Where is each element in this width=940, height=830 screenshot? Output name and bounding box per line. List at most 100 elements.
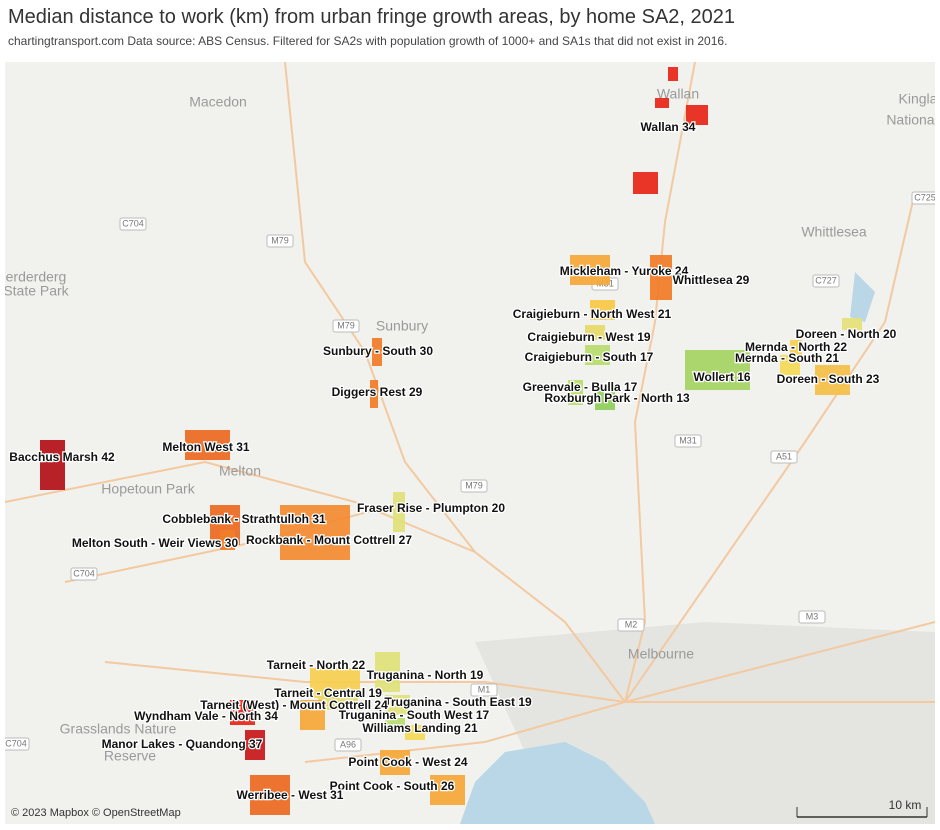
sa2-area: [300, 700, 325, 730]
place-label: Melton: [219, 463, 261, 479]
sa2-label: Tarneit - Central 19: [274, 686, 382, 700]
road-label: M79: [337, 320, 355, 330]
sa2-area: [393, 492, 405, 532]
road-label: M1: [478, 684, 491, 694]
sa2-label: Bacchus Marsh 42: [9, 450, 115, 464]
sa2-label: Mernda - South 21: [735, 351, 839, 365]
sa2-label: Melton West 31: [162, 440, 249, 454]
road-label: C704: [122, 218, 144, 228]
roads: [5, 62, 935, 763]
sa2-label: Wallan 34: [641, 120, 696, 134]
place-label: Grasslands Nature: [60, 721, 177, 737]
road-shield: [674, 434, 702, 448]
sa2-label: Roxburgh Park - North 13: [544, 391, 690, 405]
sa2-area: [40, 440, 65, 490]
sa2-label: Tarneit - North 22: [267, 658, 366, 672]
sa2-area: [372, 338, 382, 366]
sa2-label: Craigieburn - West 19: [527, 330, 650, 344]
place-label: Kingla: [899, 91, 935, 107]
road-label: C727: [815, 275, 837, 285]
sa2-area: [568, 380, 583, 405]
sa2-area: [230, 700, 255, 725]
place-label: State Park: [5, 283, 70, 299]
sa2-area: [780, 355, 800, 375]
sa2-label: Craigieburn - South 17: [525, 350, 654, 364]
road-shield: [770, 450, 798, 464]
sa2-label: Truganina - South West 17: [339, 708, 490, 722]
sa2-area: [815, 365, 850, 395]
sa2-label: Doreen - South 23: [777, 372, 880, 386]
sa2-area: [842, 318, 862, 330]
sa2-label: Greenvale - Bulla 17: [523, 380, 638, 394]
sa2-label: Truganina - North 19: [367, 668, 484, 682]
sa2-label: Whittlesea 29: [673, 273, 750, 287]
place-label: Hopetoun Park: [101, 481, 195, 497]
sa2-area: [686, 105, 708, 125]
road-shield: [334, 738, 362, 752]
sa2-area: [650, 255, 672, 300]
place-label: National: [886, 112, 935, 128]
bay: [460, 742, 655, 824]
sa2-area: [280, 505, 350, 560]
road-label: M31: [679, 435, 697, 445]
sa2-label: Williams Landing 21: [362, 721, 478, 735]
sa2-area: [318, 690, 358, 710]
sa2-area: [385, 718, 405, 733]
sa2-label: Diggers Rest 29: [332, 385, 423, 399]
place-label: erderderg: [6, 269, 67, 285]
sa2-area: [405, 725, 425, 740]
road-label: A51: [776, 451, 792, 461]
road-shield: [812, 274, 840, 288]
attribution: © 2023 Mapbox © OpenStreetMap: [11, 807, 181, 819]
road-label: M79: [465, 480, 483, 490]
sa2-area: [380, 750, 410, 775]
sa2-area: [220, 530, 235, 550]
road-shield: [470, 683, 498, 697]
road-shield: [617, 618, 645, 632]
place-label: Melbourne: [628, 646, 694, 662]
sa2-area: [385, 695, 410, 715]
road-label: M3: [806, 611, 819, 621]
road-shield: [332, 319, 360, 333]
sa2-label: Cobblebank - Strathtulloh 31: [162, 512, 326, 526]
place-label: Macedon: [189, 94, 247, 110]
sa2-area: [430, 775, 465, 805]
scale-label: 10 km: [889, 798, 922, 812]
sa2-label: Melton South - Weir Views 30: [72, 536, 239, 550]
subtitle: chartingtransport.com Data source: ABS C…: [8, 34, 728, 48]
road-label: M79: [271, 235, 289, 245]
title: Median distance to work (km) from urban …: [8, 6, 736, 28]
sa2-label: Point Cook - South 26: [330, 779, 455, 793]
sa2-label: Fraser Rise - Plumpton 20: [357, 501, 505, 515]
sa2-label: Manor Lakes - Quandong 37: [102, 737, 263, 751]
road-shield: [5, 737, 30, 751]
sa2-area: [185, 430, 230, 460]
road-label: A96: [340, 739, 356, 749]
sa2-area: [668, 67, 678, 81]
sa2-label: Wollert 16: [693, 370, 750, 384]
sa2-area: [590, 300, 615, 320]
sa2-area: [633, 172, 658, 194]
sa2-area: [585, 345, 610, 365]
map: Macedon Wallan Kingla National Whittlesea Sun…: [5, 62, 935, 824]
sa2-area: [250, 775, 290, 815]
road-shield: [119, 217, 147, 231]
sa2-area: [655, 98, 669, 108]
sa2-label: Rockbank - Mount Cottrell 27: [246, 533, 412, 547]
sa2-label: Truganina - South East 19: [384, 695, 532, 709]
sa2-label: Werribee - West 31: [237, 788, 344, 802]
road-shield: [70, 567, 98, 581]
sa2-label: Mernda - North 22: [745, 340, 847, 354]
road-label: C704: [5, 738, 27, 748]
road-label: M2: [625, 619, 638, 629]
urban-area: [475, 622, 935, 824]
place-label: Reserve: [104, 748, 156, 764]
road-shield: [798, 610, 826, 624]
sa2-area: [375, 652, 400, 692]
sa2-label: Sunbury - South 30: [323, 344, 433, 358]
sa2-label: Point Cook - West 24: [348, 755, 467, 769]
sa2-area: [790, 340, 802, 355]
place-label: Wallan: [657, 86, 699, 102]
sa2-label: Tarneit (West) - Mount Cottrell 24: [200, 698, 388, 712]
